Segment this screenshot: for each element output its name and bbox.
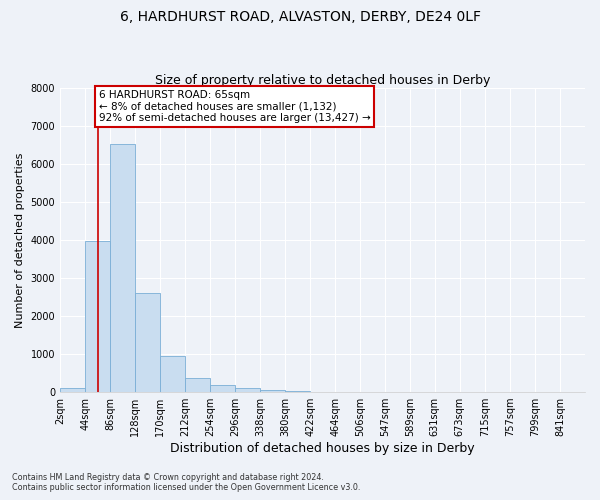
Y-axis label: Number of detached properties: Number of detached properties xyxy=(15,152,25,328)
Bar xyxy=(110,144,135,392)
Text: 6 HARDHURST ROAD: 65sqm
← 8% of detached houses are smaller (1,132)
92% of semi-: 6 HARDHURST ROAD: 65sqm ← 8% of detached… xyxy=(99,90,371,123)
Bar xyxy=(85,241,110,392)
Bar xyxy=(235,388,260,392)
Bar xyxy=(185,378,210,392)
Text: 6, HARDHURST ROAD, ALVASTON, DERBY, DE24 0LF: 6, HARDHURST ROAD, ALVASTON, DERBY, DE24… xyxy=(119,10,481,24)
Title: Size of property relative to detached houses in Derby: Size of property relative to detached ho… xyxy=(155,74,490,87)
Bar xyxy=(285,391,310,392)
Bar xyxy=(135,294,160,392)
Bar xyxy=(60,388,85,392)
Bar xyxy=(260,390,285,392)
Bar xyxy=(160,356,185,392)
X-axis label: Distribution of detached houses by size in Derby: Distribution of detached houses by size … xyxy=(170,442,475,455)
Bar xyxy=(210,385,235,392)
Text: Contains HM Land Registry data © Crown copyright and database right 2024.
Contai: Contains HM Land Registry data © Crown c… xyxy=(12,473,361,492)
